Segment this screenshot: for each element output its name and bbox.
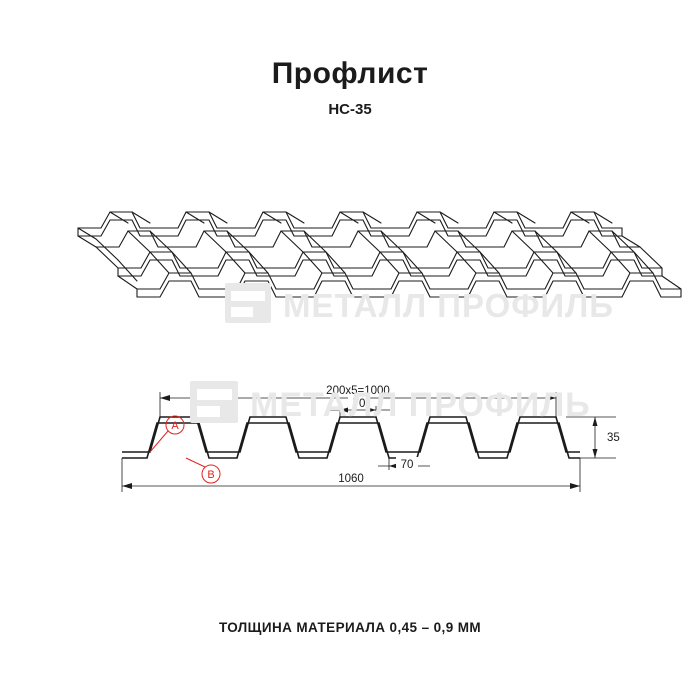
product-code: НС-35 bbox=[328, 101, 372, 118]
cross-section-svg: 1060 200х5=1000 70 bbox=[121, 385, 620, 492]
dimension-overall-width: 1060 bbox=[338, 473, 364, 485]
callout-label-b: B bbox=[207, 469, 214, 481]
perspective-view bbox=[0, 150, 700, 340]
perspective-svg bbox=[77, 211, 682, 298]
dimension-rib-bottom: 70 bbox=[401, 459, 414, 471]
cross-section-view: 1060 200х5=1000 70 bbox=[0, 370, 700, 530]
dimension-useful-width: 200х5=1000 bbox=[326, 385, 390, 397]
dimension-rib-top: 70 bbox=[353, 398, 366, 410]
page-title: Профлист bbox=[271, 57, 429, 90]
callout-label-a: A bbox=[171, 420, 179, 432]
dimension-height: 35 bbox=[607, 432, 620, 444]
material-thickness-note: ТОЛЩИНА МАТЕРИАЛА 0,45 – 0,9 ММ bbox=[218, 620, 482, 635]
